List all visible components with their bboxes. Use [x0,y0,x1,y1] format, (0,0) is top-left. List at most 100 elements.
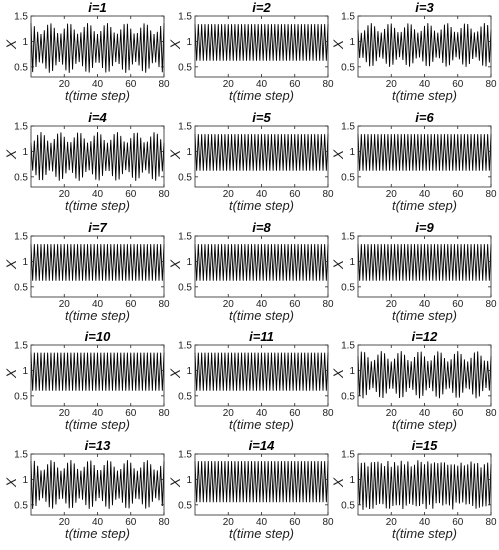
x-tick-label: 60 [125,189,137,200]
y-tick-label: 0.5 [178,391,192,402]
x-tick-label: 80 [322,299,334,310]
x-tick-label: 80 [322,189,334,200]
x-tick-label: 60 [289,299,301,310]
series-line [194,24,329,61]
x-tick-label: 20 [223,299,235,310]
x-axis-label: t(time step) [65,88,130,103]
x-tick-label: 20 [223,79,235,90]
y-tick-label: 1 [349,366,355,377]
y-tick-label: 1 [349,257,355,268]
x-tick-label: 80 [158,517,170,528]
x-tick-label: 20 [386,408,398,419]
x-axis-label: t(time step) [392,88,457,103]
x-tick-label: 20 [59,299,71,310]
y-tick-label: 0.5 [341,62,355,73]
y-axis-label: X [167,477,183,488]
x-tick-label: 80 [322,408,334,419]
x-axis-label: t(time step) [65,417,130,432]
x-axis-label: t(time step) [65,308,130,323]
x-tick-label: 20 [59,189,71,200]
y-tick-label: 0.5 [341,282,355,293]
y-tick-label: 1.5 [14,450,28,461]
x-tick-label: 20 [223,408,235,419]
y-tick-label: 1 [186,147,192,158]
y-axis-label: X [330,368,346,379]
x-axis-label: t(time step) [229,308,294,323]
x-tick-label: 40 [256,299,268,310]
x-tick-label: 80 [485,299,497,310]
subplot-title: i=2 [252,0,271,15]
series-line [357,23,492,67]
x-tick-label: 60 [125,408,137,419]
x-tick-label: 40 [256,408,268,419]
x-axis-label: t(time step) [229,88,294,103]
subplot-13: i=13 0.5 1 1.5 20 40 60 80 t(time step) X [3,438,170,541]
y-tick-label: 1.5 [14,122,28,133]
plot-frame [357,15,492,78]
y-tick-label: 1 [349,475,355,486]
x-tick-label: 80 [158,79,170,90]
subplot-title: i=7 [88,220,107,235]
x-tick-label: 80 [322,517,334,528]
y-tick-label: 0.5 [178,172,192,183]
series-line [357,460,492,510]
x-tick-label: 80 [158,408,170,419]
series-line [194,352,329,391]
y-tick-label: 1.5 [178,450,192,461]
x-tick-label: 80 [485,517,497,528]
subplot-title: i=1 [88,0,106,15]
subplot-10: i=10 0.5 1 1.5 20 40 60 80 t(time step) X [3,329,170,432]
x-tick-label: 60 [125,299,137,310]
x-axis-label: t(time step) [392,198,457,213]
x-tick-label: 60 [452,79,464,90]
y-axis-label: X [3,368,19,379]
x-tick-label: 40 [419,517,431,528]
y-axis-label: X [167,39,183,50]
y-axis-label: X [3,149,19,160]
y-tick-label: 0.5 [341,391,355,402]
x-tick-label: 80 [322,79,334,90]
x-tick-label: 60 [452,189,464,200]
subplot-title: i=13 [85,438,111,453]
y-axis-label: X [3,259,19,270]
subplot-title: i=6 [415,110,434,125]
x-tick-label: 80 [158,189,170,200]
x-tick-label: 40 [419,189,431,200]
x-tick-label: 40 [92,408,104,419]
series-line [357,244,492,281]
y-axis-label: X [167,149,183,160]
x-tick-label: 60 [452,408,464,419]
plot-frame [357,344,492,407]
x-tick-label: 60 [452,299,464,310]
series-line [30,460,165,509]
x-tick-label: 20 [386,517,398,528]
series-line [194,244,329,281]
x-tick-label: 20 [59,79,71,90]
series-line [194,461,329,503]
x-tick-label: 20 [386,299,398,310]
y-tick-label: 1 [22,37,28,48]
subplot-title: i=15 [412,438,438,453]
y-tick-label: 1.5 [341,450,355,461]
x-axis-label: t(time step) [229,526,294,541]
x-axis-label: t(time step) [229,417,294,432]
subplot-14: i=14 0.5 1 1.5 20 40 60 80 t(time step) X [167,438,334,541]
x-tick-label: 60 [125,79,137,90]
y-tick-label: 1 [186,475,192,486]
y-tick-label: 1.5 [14,341,28,352]
series-line [357,134,492,171]
y-tick-label: 1 [22,257,28,268]
x-tick-label: 40 [419,408,431,419]
y-tick-label: 1 [349,37,355,48]
y-tick-label: 0.5 [178,500,192,511]
subplot-4: i=4 0.5 1 1.5 20 40 60 80 t(time step) X [3,110,170,213]
x-axis-label: t(time step) [65,198,130,213]
y-tick-label: 1.5 [341,341,355,352]
subplot-6: i=6 0.5 1 1.5 20 40 60 80 t(time step) X [330,110,497,213]
y-axis-label: X [330,39,346,50]
y-tick-label: 1 [22,475,28,486]
x-tick-label: 40 [92,189,104,200]
subplot-12: i=12 0.5 1 1.5 20 40 60 80 t(time step) X [330,329,497,432]
y-tick-label: 1.5 [178,232,192,243]
